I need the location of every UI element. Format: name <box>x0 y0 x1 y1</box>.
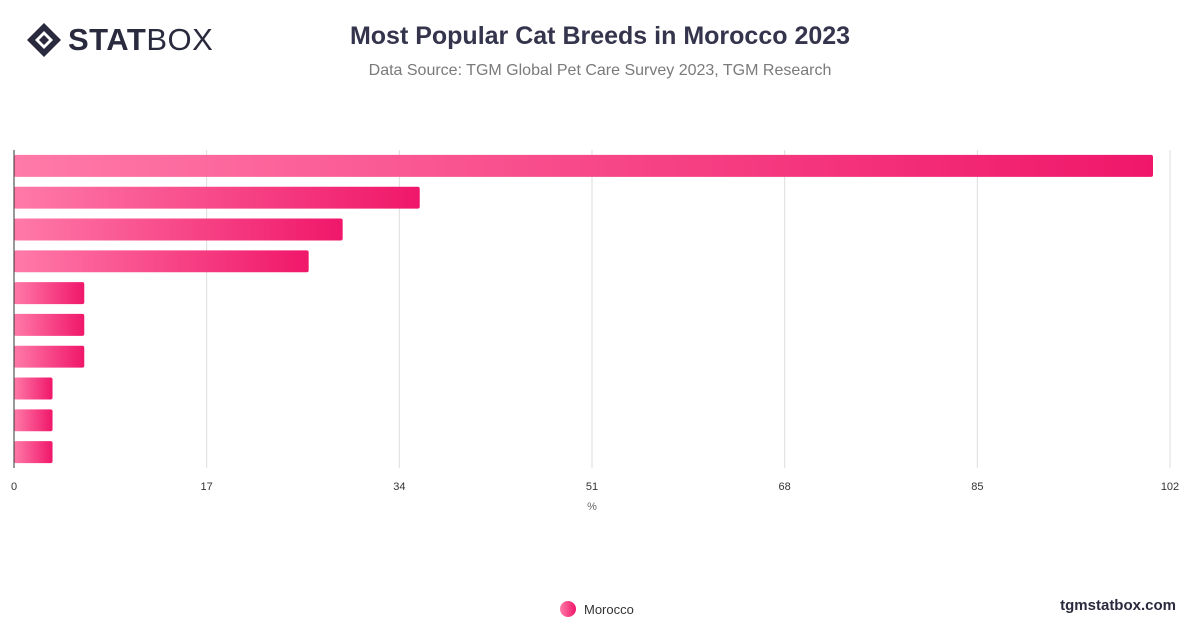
bar[interactable] <box>14 377 53 400</box>
brand-url[interactable]: tgmstatbox.com <box>1060 597 1176 614</box>
bar[interactable] <box>14 313 85 336</box>
bar[interactable] <box>14 282 85 305</box>
x-axis-title: % <box>587 501 597 513</box>
legend-marker-icon <box>560 601 576 617</box>
bar[interactable] <box>14 441 53 464</box>
bar[interactable] <box>14 154 1153 177</box>
chart-title: Most Popular Cat Breeds in Morocco 2023 <box>349 22 851 50</box>
bar[interactable] <box>14 218 343 241</box>
bar[interactable] <box>14 345 85 368</box>
statbox-logo: STATBOX <box>26 22 213 58</box>
bar[interactable] <box>14 250 309 273</box>
bar[interactable] <box>14 409 53 432</box>
chart-subtitle: Data Source: TGM Global Pet Care Survey … <box>368 62 832 79</box>
x-tick-label: 17 <box>201 481 213 493</box>
diamond-logo-icon <box>27 23 61 57</box>
legend-label-morocco: Morocco <box>584 601 634 617</box>
x-tick-label: 102 <box>1161 481 1179 493</box>
logo-text-light: BOX <box>146 22 214 57</box>
x-tick-label: 51 <box>586 481 598 493</box>
x-tick-label: 34 <box>393 481 405 493</box>
x-tick-label: 0 <box>11 481 17 493</box>
logo-text: STATBOX <box>68 22 213 58</box>
bar-chart: 0 17 34 51 68 85 102% <box>11 150 1179 513</box>
bar[interactable] <box>14 186 420 209</box>
legend[interactable]: Morocco <box>560 601 634 617</box>
x-tick-label: 85 <box>971 481 983 493</box>
x-tick-label: 68 <box>779 481 791 493</box>
logo-text-bold: STAT <box>68 22 147 57</box>
